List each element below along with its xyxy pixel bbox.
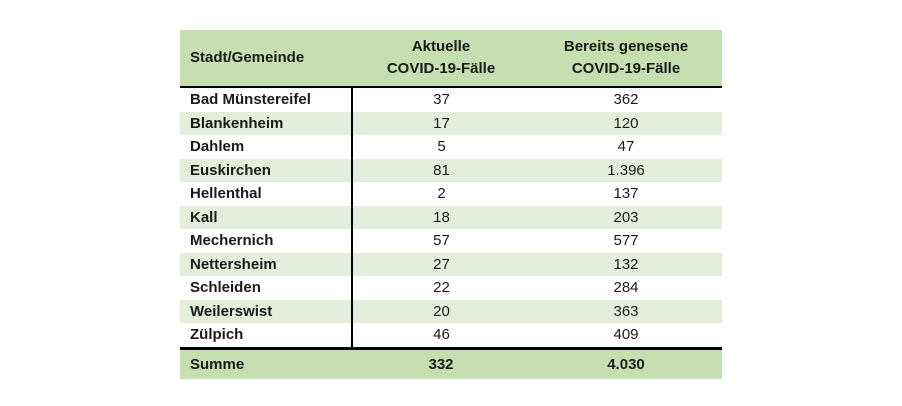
table-row: Kall 18 203 <box>180 205 722 229</box>
cell-current-cases: 27 <box>352 252 530 276</box>
table-body: Bad Münstereifel 37 362 Blankenheim 17 120 Dah… <box>180 86 722 348</box>
cell-current-cases: 20 <box>352 299 530 323</box>
table-row: Hellenthal 2 137 <box>180 182 722 206</box>
cell-recovered-cases: 120 <box>530 111 722 135</box>
cell-recovered-cases: 47 <box>530 135 722 159</box>
table-row: Blankenheim 17 120 <box>180 111 722 135</box>
cell-recovered-cases: 132 <box>530 252 722 276</box>
header-current-line2: COVID-19-Fälle <box>386 60 496 77</box>
header-city: Stadt/Gemeinde <box>180 30 352 87</box>
cell-current-cases: 18 <box>352 205 530 229</box>
header-current-line1: Aktuelle <box>411 38 471 55</box>
total-label: Summe <box>180 346 352 379</box>
cell-recovered-cases: 137 <box>530 182 722 206</box>
cell-recovered-cases: 362 <box>530 86 722 112</box>
cell-city: Euskirchen <box>180 158 353 182</box>
cell-city: Dahlem <box>180 135 353 159</box>
cell-city: Zülpich <box>180 323 353 348</box>
cell-recovered-cases: 577 <box>530 229 722 253</box>
cell-city: Hellenthal <box>180 182 353 206</box>
table-row: Mechernich 57 577 <box>180 229 722 253</box>
cell-city: Weilerswist <box>180 299 353 323</box>
cell-recovered-cases: 203 <box>530 205 722 229</box>
table-row: Dahlem 5 47 <box>180 135 722 159</box>
cell-city: Kall <box>180 205 353 229</box>
cell-current-cases: 46 <box>352 323 530 348</box>
table-row: Zülpich 46 409 <box>180 323 722 348</box>
cell-city: Nettersheim <box>180 252 353 276</box>
table-row: Bad Münstereifel 37 362 <box>180 86 722 112</box>
total-row: Summe 332 4.030 <box>180 346 722 379</box>
cell-city: Bad Münstereifel <box>180 86 353 112</box>
cell-recovered-cases: 409 <box>530 323 722 348</box>
covid-cases-table: Stadt/Gemeinde Aktuelle COVID-19-Fälle B… <box>180 30 722 379</box>
header-recovered-line2: COVID-19-Fälle <box>571 60 681 77</box>
table-row: Nettersheim 27 132 <box>180 252 722 276</box>
table-row: Weilerswist 20 363 <box>180 299 722 323</box>
total-recovered: 4.030 <box>530 346 722 379</box>
cell-city: Mechernich <box>180 229 353 253</box>
cell-current-cases: 2 <box>352 182 530 206</box>
table-row: Euskirchen 81 1.396 <box>180 158 722 182</box>
table-row: Schleiden 22 284 <box>180 276 722 300</box>
total-current: 332 <box>352 346 530 379</box>
header-current-cases: Aktuelle COVID-19-Fälle <box>352 30 530 87</box>
header-recovered-cases: Bereits genesene COVID-19-Fälle <box>530 30 722 87</box>
cell-city: Schleiden <box>180 276 353 300</box>
cell-current-cases: 5 <box>352 135 530 159</box>
cell-current-cases: 17 <box>352 111 530 135</box>
cell-current-cases: 37 <box>352 86 530 112</box>
cell-recovered-cases: 363 <box>530 299 722 323</box>
header-recovered-line1: Bereits genesene <box>563 38 689 55</box>
cell-current-cases: 22 <box>352 276 530 300</box>
cell-recovered-cases: 1.396 <box>530 158 722 182</box>
cell-recovered-cases: 284 <box>530 276 722 300</box>
table-header-row: Stadt/Gemeinde Aktuelle COVID-19-Fälle B… <box>180 30 722 87</box>
cell-current-cases: 81 <box>352 158 530 182</box>
cell-current-cases: 57 <box>352 229 530 253</box>
cell-city: Blankenheim <box>180 111 353 135</box>
